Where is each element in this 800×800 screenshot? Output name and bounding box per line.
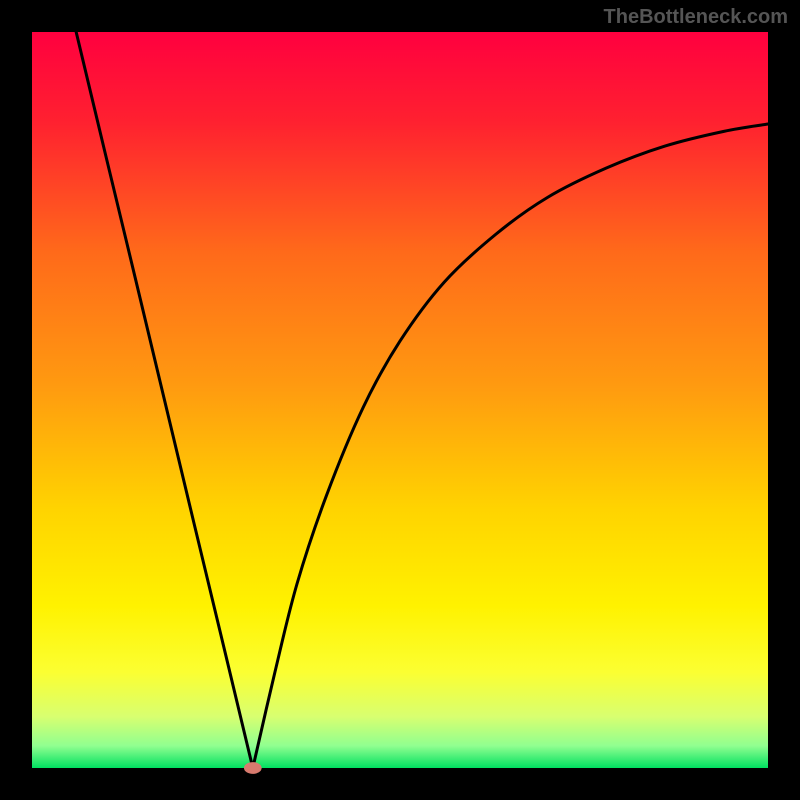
watermark-text: TheBottleneck.com	[604, 6, 788, 29]
plot-area	[32, 32, 768, 768]
bottleneck-chart	[0, 0, 800, 800]
chart-container: TheBottleneck.com	[0, 0, 800, 800]
optimum-marker	[244, 762, 262, 774]
